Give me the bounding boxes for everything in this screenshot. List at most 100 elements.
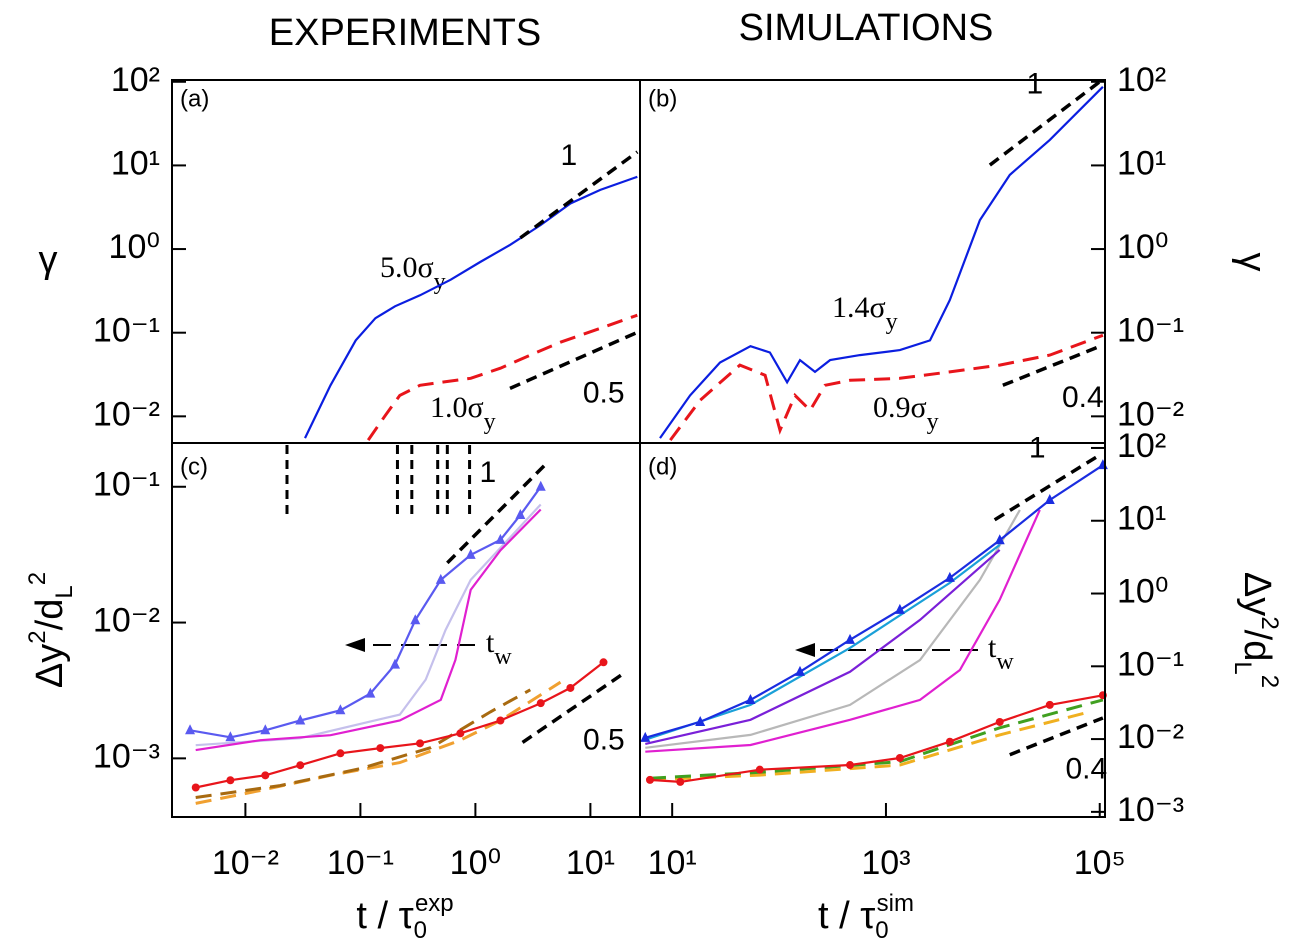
- label-part: /d: [29, 599, 71, 631]
- annotation: 1.4σy: [832, 291, 898, 335]
- y-tick-label: 10⁻¹: [93, 466, 160, 504]
- series-line: [644, 544, 1001, 741]
- slope-guide: [446, 460, 550, 565]
- data-point: [435, 573, 446, 584]
- data-point: [895, 753, 904, 762]
- annotation-part: y: [927, 409, 939, 435]
- data-point: [535, 480, 546, 491]
- annotation-part: y: [434, 269, 446, 295]
- y-tick-label: 10²: [111, 61, 160, 99]
- annotation-part: t: [486, 626, 495, 659]
- data-point: [846, 761, 855, 770]
- slope-label: 0.4: [1065, 752, 1107, 785]
- annotation-part: 1.4σ: [832, 291, 886, 324]
- label-part: exp: [415, 890, 454, 917]
- y-tick-label: 10⁻¹: [93, 312, 160, 350]
- annotation-part: t: [988, 631, 997, 664]
- data-point: [755, 765, 764, 774]
- slope-label: 0.5: [583, 723, 625, 756]
- data-point: [261, 771, 270, 780]
- data-point: [599, 658, 608, 667]
- slope-guide: [521, 670, 627, 744]
- data-point: [995, 717, 1004, 726]
- label-part: 2: [24, 572, 51, 585]
- data-point: [410, 614, 421, 625]
- slope-guide: [519, 150, 639, 240]
- annotation: 0.9σy: [873, 391, 939, 435]
- y-tick-label: 10¹: [1117, 500, 1166, 538]
- arrow-head: [345, 638, 365, 652]
- x-tick-label: 10⁵: [1074, 844, 1126, 882]
- y-tick-label: 10⁻²: [93, 395, 160, 433]
- series-line: [645, 509, 1021, 749]
- data-point: [495, 533, 506, 544]
- panel-label: (d): [648, 453, 677, 480]
- tw-arrow: tw: [795, 631, 1014, 675]
- label-part: 2: [24, 630, 51, 643]
- label-part: 2: [1256, 616, 1283, 629]
- annotation-part: w: [996, 649, 1014, 675]
- data-point: [185, 724, 196, 735]
- label-part: sim: [877, 890, 914, 917]
- y-axis-label-text: Δy2/dL2: [24, 572, 78, 688]
- data-point: [695, 715, 706, 726]
- label-part: L: [51, 585, 78, 598]
- x-tick-label: 10¹: [648, 844, 697, 882]
- x-axis-label: t / τ0exp: [356, 890, 453, 944]
- label-part: 0: [875, 917, 888, 944]
- y-tick-label: 10²: [1117, 427, 1166, 465]
- y-tick-label: 10⁰: [1117, 228, 1168, 266]
- label-part: Δy: [29, 644, 71, 688]
- y-tick-label: 10¹: [1117, 144, 1166, 182]
- data-point: [260, 724, 271, 735]
- data-point: [365, 687, 376, 698]
- slope-label: 0.5: [583, 376, 625, 409]
- data-point: [296, 761, 305, 770]
- series-line: [304, 175, 638, 439]
- data-point: [994, 534, 1005, 545]
- label-part: /d: [1236, 630, 1278, 662]
- data-point: [336, 749, 345, 758]
- data-point: [640, 731, 651, 742]
- x-tick-label: 10³: [861, 844, 910, 882]
- series-line: [645, 549, 1001, 745]
- data-point: [496, 716, 505, 725]
- data-point: [845, 633, 856, 644]
- series-line: [195, 503, 542, 747]
- column-title: EXPERIMENTS: [269, 12, 541, 54]
- plot-frame: [639, 79, 1106, 444]
- label-part: Δy: [1236, 572, 1278, 616]
- series-line: [195, 661, 605, 789]
- slope-label: 1: [561, 139, 578, 172]
- slope-guide: [509, 330, 639, 390]
- data-point: [335, 704, 346, 715]
- data-point: [645, 775, 654, 784]
- data-point: [416, 739, 425, 748]
- slope-label: 1: [479, 456, 496, 489]
- series-line: [195, 680, 562, 805]
- data-point: [1045, 700, 1054, 709]
- y-tick-label: 10⁻²: [93, 602, 160, 640]
- data-point: [515, 508, 526, 519]
- y-tick-label: 10⁻²: [1117, 718, 1184, 756]
- slope-label: 1: [1026, 67, 1043, 100]
- y-tick-label: 10⁻¹: [1117, 312, 1184, 350]
- y-axis-label: Δy2/dL2: [1229, 572, 1283, 688]
- slope-guide: [988, 80, 1101, 167]
- column-title: SIMULATIONS: [739, 7, 994, 49]
- y-tick-label: 10⁰: [109, 228, 160, 266]
- annotation-part: w: [494, 644, 512, 670]
- data-point: [465, 548, 476, 559]
- series-line: [649, 710, 1091, 782]
- data-point: [376, 744, 385, 753]
- data-point: [191, 783, 200, 792]
- label-part: t / τ: [818, 895, 875, 937]
- annotation-part: 5.0σ: [380, 251, 434, 284]
- data-point: [536, 699, 545, 708]
- data-point: [676, 777, 685, 786]
- y-tick-label: 10¹: [111, 144, 160, 182]
- label-part: 2: [1256, 675, 1283, 688]
- data-point: [745, 693, 756, 704]
- data-point: [1044, 493, 1055, 504]
- series-line: [644, 464, 1104, 739]
